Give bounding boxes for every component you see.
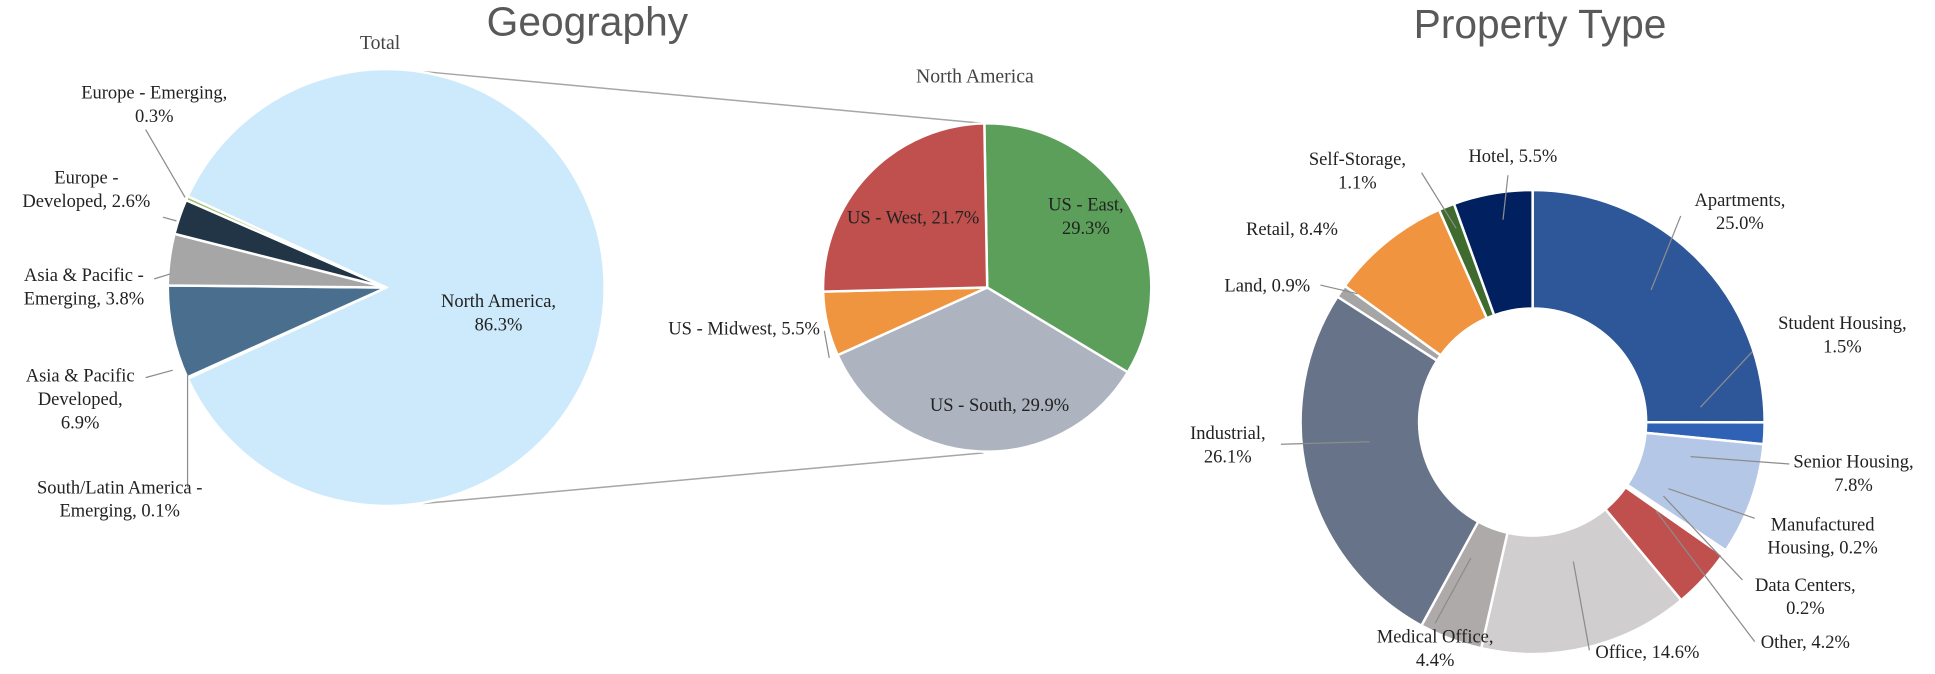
data-label: Asia & Pacific Developed, 6.9%: [26, 367, 135, 434]
leader-line: [1280, 441, 1370, 445]
leader-line: [1572, 561, 1590, 651]
chart-title: North America: [916, 65, 1034, 87]
slice: [1479, 507, 1683, 656]
data-label: Data Centers, 0.2%: [1755, 576, 1856, 619]
leader-line: [1668, 488, 1755, 519]
slice: [184, 194, 387, 289]
slice: [1452, 188, 1534, 317]
data-label: Senior Housing, 7.8%: [1793, 453, 1913, 496]
leader-line: [1650, 215, 1682, 291]
data-label: Office, 14.6%: [1595, 643, 1699, 663]
data-label: Asia & Pacific -Emerging, 3.8%: [24, 266, 144, 309]
leader-line: [1690, 455, 1790, 465]
data-label: Europe - Emerging, 0.3%: [81, 84, 227, 127]
data-label: Manufactured Housing, 0.2%: [1767, 516, 1878, 559]
leader-line: [1662, 495, 1743, 581]
data-label: Retail, 8.4%: [1246, 220, 1338, 240]
leader-line: [823, 330, 830, 358]
data-label: Hotel, 5.5%: [1468, 147, 1557, 167]
chart-area: Geography Property Type Total North Amer…: [22, 0, 1913, 671]
leader-line: [145, 129, 186, 198]
data-label: Student Housing, 1.5%: [1778, 314, 1906, 357]
leader-line: [1655, 510, 1756, 643]
data-label: US - Midwest, 5.5%: [668, 320, 820, 340]
leader-line: [1502, 175, 1509, 220]
data-label: Apartments, 25.0%: [1694, 191, 1785, 234]
data-label: Other, 4.2%: [1761, 633, 1850, 653]
data-label: Medical Office, 4.4%: [1377, 628, 1494, 671]
leader-line: [1421, 172, 1457, 229]
leader-line: [1434, 557, 1472, 624]
leader-line: [1700, 351, 1753, 408]
data-label: US - West, 21.7%: [847, 209, 979, 229]
leader-line: [145, 369, 173, 379]
data-label: Self-Storage, 1.1%: [1309, 150, 1406, 193]
heading: Geography: [487, 0, 689, 44]
heading: Property Type: [1414, 1, 1667, 47]
connector: [423, 452, 984, 505]
data-label: Land, 0.9%: [1224, 277, 1310, 297]
data-label: US - South, 29.9%: [930, 396, 1069, 416]
leader-line: [1320, 284, 1358, 295]
data-label: North America, 86.3%: [441, 292, 556, 335]
slice: [821, 122, 989, 293]
slice: [1299, 294, 1480, 628]
leader-line: [162, 216, 177, 222]
chart-title: Total: [360, 32, 401, 54]
data-label: Industrial, 26.1%: [1190, 424, 1266, 467]
connector: [423, 70, 984, 125]
data-label: US - East, 29.3%: [1048, 196, 1124, 239]
slice: [836, 286, 1130, 453]
data-label: Europe -Developed, 2.6%: [22, 169, 150, 212]
slice: [186, 67, 606, 508]
data-label: South/Latin America -Emerging, 0.1%: [37, 479, 202, 522]
slice: [1531, 188, 1766, 424]
leader-line: [154, 273, 171, 280]
